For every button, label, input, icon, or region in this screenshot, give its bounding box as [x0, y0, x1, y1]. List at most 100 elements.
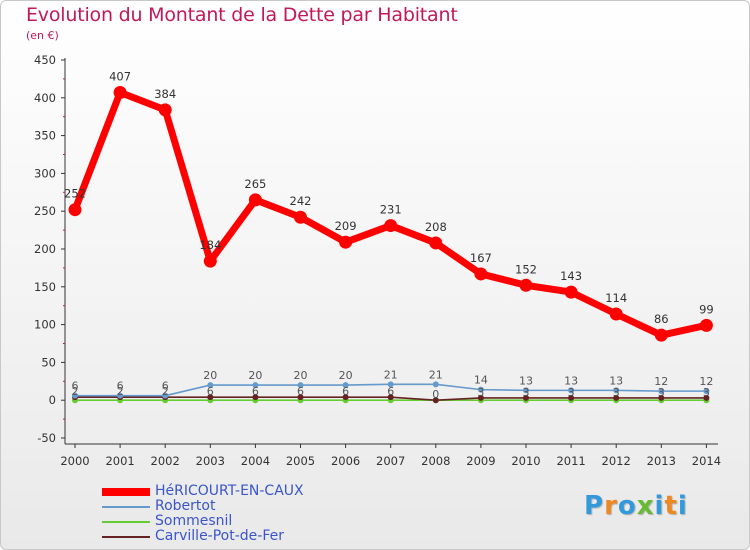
data-label: 20 [339, 369, 353, 382]
data-label: 86 [654, 312, 669, 326]
series-lines [71, 89, 710, 402]
data-label: 252 [64, 187, 86, 201]
x-tick-label: 2013 [647, 454, 676, 468]
data-point [658, 388, 665, 395]
data-label: 143 [560, 269, 582, 283]
data-label: 13 [564, 374, 578, 387]
data-label: 2 [162, 385, 169, 398]
logo-letter: r [604, 491, 618, 521]
data-point [162, 392, 169, 399]
data-label: 242 [290, 194, 312, 208]
data-point [474, 267, 488, 281]
logo-letter: P [584, 491, 605, 521]
data-label: 3 [613, 386, 620, 399]
chart-title: Evolution du Montant de la Dette par Hab… [26, 4, 458, 26]
data-label: 20 [203, 369, 217, 382]
data-label: 167 [470, 251, 492, 265]
data-point [613, 394, 620, 401]
y-tick-label: 200 [34, 242, 56, 256]
data-label: 21 [384, 368, 398, 381]
data-point [252, 382, 259, 389]
data-label: 13 [609, 374, 623, 387]
x-tick-label: 2010 [511, 454, 540, 468]
data-point [432, 397, 439, 404]
data-point [477, 394, 484, 401]
y-tick-label: 250 [34, 204, 56, 218]
data-point [113, 86, 127, 100]
data-point [207, 394, 214, 401]
data-point [72, 392, 78, 399]
data-point [297, 394, 304, 401]
data-point [294, 210, 307, 224]
data-point [248, 193, 262, 207]
x-tick-label: 2008 [421, 454, 450, 468]
data-label: 6 [72, 380, 79, 393]
logo-letter: i [654, 491, 665, 521]
logo-letter: o [617, 491, 637, 521]
data-point [429, 236, 443, 250]
data-label: 12 [654, 375, 668, 388]
legend-label-hericourt: HéRICOURT-EN-CAUX [155, 483, 304, 499]
data-point [117, 392, 124, 399]
y-tick-label: 350 [34, 129, 56, 143]
data-point [477, 386, 484, 393]
legend-label-sommesnil: Sommesnil [155, 513, 233, 529]
data-label: 209 [335, 219, 357, 233]
data-point [564, 285, 578, 299]
data-point [339, 235, 353, 249]
x-tick-label: 2003 [196, 454, 225, 468]
x-tick-label: 2002 [151, 454, 180, 468]
data-point [613, 387, 620, 394]
data-label: 3 [658, 386, 665, 399]
data-point [523, 387, 529, 394]
data-label: 184 [199, 238, 221, 252]
data-label: 3 [703, 386, 710, 399]
data-point [297, 382, 304, 389]
x-tick-label: 2005 [286, 454, 315, 468]
legend-swatch-sommesnil [102, 521, 150, 523]
y-tick-label: 400 [34, 91, 56, 105]
data-point [207, 382, 214, 389]
data-label: 2 [72, 385, 79, 398]
data-label: 6 [342, 385, 349, 398]
chart-unit: (en €) [26, 29, 59, 42]
data-label: 14 [474, 374, 488, 387]
legend-label-carville: Carville-Pot-de-Fer [155, 528, 284, 544]
y-tick-label: 50 [41, 355, 56, 369]
y-tick-label: 0 [49, 393, 56, 407]
data-point [252, 394, 259, 401]
x-tick-label: 2000 [60, 454, 89, 468]
data-label: 407 [109, 70, 131, 84]
data-label: 3 [523, 386, 530, 399]
data-point [703, 388, 710, 395]
data-point [158, 103, 172, 117]
data-label: 20 [248, 369, 262, 382]
data-point [658, 394, 665, 401]
data-point [703, 394, 710, 401]
y-tick-label: 300 [34, 166, 56, 180]
legend-swatch-robertot [102, 506, 150, 508]
x-tick-label: 2007 [376, 454, 405, 468]
data-point [568, 394, 575, 401]
x-tick-label: 2014 [692, 454, 721, 468]
y-tick-label: -50 [37, 431, 56, 445]
legend-swatch-hericourt [102, 488, 150, 496]
data-point [609, 307, 623, 321]
x-tick-label: 2001 [105, 454, 134, 468]
data-label: 6 [297, 385, 304, 398]
data-label: 0 [432, 388, 439, 401]
data-label: 384 [154, 87, 176, 101]
data-label: 6 [162, 380, 169, 393]
data-point [68, 203, 82, 217]
data-label: 208 [425, 220, 447, 234]
logo-letter: x [636, 491, 655, 521]
data-point [384, 219, 398, 233]
logo-letter: i [677, 491, 688, 521]
data-label: 20 [294, 369, 308, 382]
x-tick-label: 2004 [241, 454, 270, 468]
data-label: 3 [568, 386, 575, 399]
data-point [523, 394, 529, 401]
